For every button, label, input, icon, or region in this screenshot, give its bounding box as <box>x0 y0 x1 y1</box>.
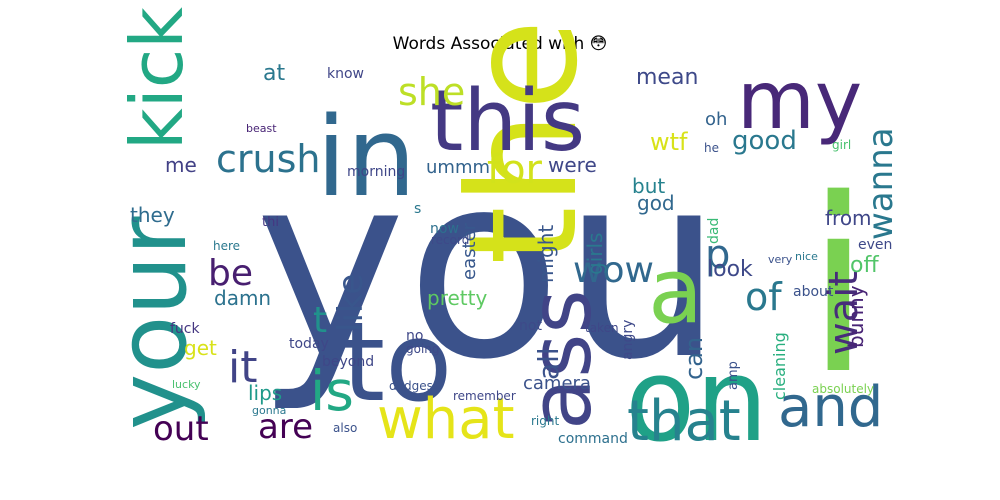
cloud-word-wait: wait <box>821 271 867 355</box>
cloud-word-he: he <box>704 141 719 155</box>
cloud-word-to: to <box>342 298 452 426</box>
cloud-word-beast: beast <box>246 122 277 135</box>
cloud-word-remember: remember <box>453 389 516 403</box>
cloud-word-taken: taken <box>585 321 619 335</box>
cloud-word-camera: camera <box>523 373 591 394</box>
cloud-word-very: very <box>768 253 793 266</box>
cloud-word-wow: wow <box>573 250 654 291</box>
cloud-word-like: like <box>331 274 371 332</box>
cloud-word-look: look <box>707 257 753 282</box>
cloud-word-this: this <box>430 72 585 171</box>
cloud-word-angry: angry <box>620 320 636 360</box>
cloud-word-record: record <box>431 233 469 247</box>
cloud-word-absolutely: absolutely <box>812 382 874 396</box>
cloud-word-mean: mean <box>636 65 698 90</box>
cloud-word-i: i <box>805 147 872 427</box>
cloud-word-be: be <box>208 253 253 294</box>
cloud-word-that: that <box>627 389 741 454</box>
cloud-word-here: here <box>213 239 240 253</box>
cloud-word-god: god <box>637 191 675 215</box>
cloud-word-lucky: lucky <box>172 378 201 391</box>
cloud-word-all: all <box>532 347 565 380</box>
cloud-word-ass: ass <box>512 289 611 430</box>
cloud-word-can: can <box>680 337 708 380</box>
cloud-word-wanna: wanna <box>861 127 901 240</box>
cloud-word-but: but <box>632 174 665 198</box>
cloud-word-are: are <box>258 407 313 447</box>
cloud-word-going: going <box>406 342 440 356</box>
cloud-word-oh: oh <box>705 109 727 130</box>
cloud-word-for: for <box>487 147 543 193</box>
cloud-word-crush: crush <box>216 137 320 181</box>
cloud-word-might: might <box>534 225 558 283</box>
cloud-word-command: command <box>558 431 628 447</box>
cloud-word-gonna: gonna <box>252 404 286 417</box>
cloud-word-s: s <box>414 201 421 217</box>
cloud-word-bunny: bunny <box>844 285 868 348</box>
cloud-word-they: they <box>130 203 175 227</box>
cloud-word-cleaning: cleaning <box>770 332 789 400</box>
cloud-word-p: p <box>705 232 730 278</box>
cloud-word-get: get <box>184 336 217 360</box>
cloud-word-my: my <box>737 54 862 147</box>
cloud-word-good: good <box>732 126 797 156</box>
cloud-word-also: also <box>333 421 357 435</box>
cloud-word-t: t <box>313 300 327 341</box>
cloud-word-out: out <box>153 409 209 449</box>
cloud-word-lips: lips <box>248 381 282 405</box>
cloud-word-morning: morning <box>347 164 405 180</box>
cloud-word-of: of <box>745 275 783 319</box>
cloud-word-on: on <box>625 334 768 468</box>
cloud-word-kick: kick <box>115 7 199 150</box>
cloud-word-right: right <box>531 414 559 428</box>
cloud-word-she: she <box>398 70 465 114</box>
cloud-word-know: know <box>327 66 364 82</box>
cloud-word-damn: damn <box>214 286 271 310</box>
chart-title: Words Associated with 😳 <box>392 34 608 54</box>
cloud-word-amp: amp <box>726 361 741 390</box>
cloud-word-beyond: beyond <box>322 354 374 370</box>
cloud-word-ummm: ummm <box>426 157 490 178</box>
cloud-word-dodges: dodges <box>389 379 433 393</box>
cloud-word-now: now <box>430 221 459 237</box>
cloud-word-me: me <box>165 153 197 177</box>
cloud-word-is: is <box>310 359 354 423</box>
cloud-word-dad: dad <box>706 218 722 244</box>
cloud-word-you: you <box>255 119 724 416</box>
cloud-word-wtf: wtf <box>650 128 688 156</box>
cloud-word-nice: nice <box>795 250 818 263</box>
cloud-word-a: a <box>648 239 703 344</box>
cloud-word-easter: easter <box>459 222 480 280</box>
cloud-word-thi: thi <box>262 215 279 230</box>
cloud-word-the: the <box>437 19 611 265</box>
cloud-word-about: about <box>793 284 834 300</box>
cloud-word-fuck: fuck <box>170 321 200 337</box>
cloud-word-today: today <box>289 336 329 352</box>
cloud-word-even: even <box>858 237 892 253</box>
cloud-word-and: and <box>778 375 883 440</box>
cloud-word-from: from <box>825 206 872 230</box>
cloud-word-in: in <box>316 93 416 221</box>
cloud-word-off: off <box>850 253 879 278</box>
cloud-word-girls: girls <box>583 233 607 275</box>
cloud-word-at: at <box>263 61 285 86</box>
cloud-word-girl: girl <box>832 138 851 152</box>
cloud-word-no: no <box>406 328 423 344</box>
cloud-word-not: not <box>519 318 542 334</box>
cloud-word-it: it <box>228 342 257 393</box>
cloud-word-were: were <box>548 153 597 177</box>
cloud-word-pretty: pretty <box>427 286 487 310</box>
cloud-word-what: what <box>377 387 515 452</box>
cloud-word-your: your <box>98 215 208 430</box>
